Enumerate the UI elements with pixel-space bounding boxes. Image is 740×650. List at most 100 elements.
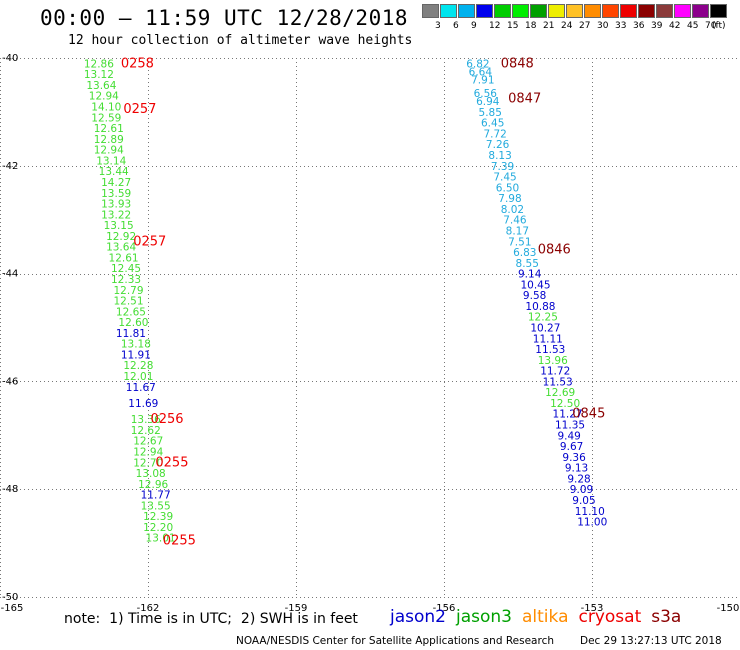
y-tick-label: -44	[2, 269, 18, 280]
wave-height-label: 11.53	[535, 344, 565, 356]
legend-label: 24	[561, 21, 573, 31]
wave-height-label: 13.93	[101, 199, 131, 211]
wave-height-label: 12.33	[111, 274, 141, 286]
legend-swatch	[548, 4, 565, 18]
wave-height-label: 13.59	[101, 188, 131, 200]
wave-height-label: 12.25	[528, 312, 558, 324]
legend-swatch	[458, 4, 475, 18]
wave-height-label: 9.14	[518, 269, 542, 281]
wave-height-label: 6.64	[469, 66, 493, 78]
y-tick-label: -48	[2, 484, 18, 495]
wave-height-label: 10.88	[525, 301, 555, 313]
time-label: 0846	[538, 242, 571, 257]
wave-height-label: 8.13	[488, 150, 511, 162]
wave-height-label: 13.22	[101, 209, 131, 221]
wave-height-label: 13.01	[146, 533, 176, 545]
time-label: 0848	[501, 56, 534, 71]
wave-height-label: 12.79	[113, 285, 143, 297]
wave-height-label: 12.20	[143, 522, 173, 534]
wave-height-label: 11.81	[116, 328, 146, 340]
wave-height-label: 9.58	[523, 290, 546, 302]
wave-height-label: 12.61	[94, 123, 124, 135]
x-tick-label: -153	[581, 603, 604, 614]
legend-swatch	[638, 4, 655, 18]
wave-height-label: 6.94	[476, 96, 500, 108]
legend-unit: (ft)	[712, 21, 726, 31]
wave-height-label: 13.18	[121, 339, 151, 351]
wave-height-label: 7.46	[503, 215, 527, 227]
satellite-jason3: jason3	[456, 607, 512, 627]
wave-height-label: 13.15	[104, 220, 134, 232]
wave-height-label: 13.64	[86, 80, 116, 92]
wave-height-label: 10.27	[530, 323, 560, 335]
wave-height-label: 7.98	[498, 193, 521, 205]
x-tick-label: -162	[137, 603, 160, 614]
wave-height-label: 12.62	[131, 425, 161, 437]
wave-height-label: 7.72	[483, 128, 506, 140]
wave-height-label: 12.65	[116, 306, 146, 318]
legend-swatch	[674, 4, 691, 18]
wave-height-label: 12.94	[94, 145, 124, 157]
wave-height-label: 12.60	[118, 317, 148, 329]
legend-label: 9	[471, 21, 477, 31]
legend-label: 21	[543, 21, 555, 31]
legend-label: 12	[489, 21, 501, 31]
wave-height-label: 12.61	[109, 252, 139, 264]
wave-height-label: 13.36	[131, 414, 161, 426]
satellite-legend: jason2 jason3 altika cryosat s3a	[390, 607, 691, 627]
wave-height-label: 11.35	[555, 420, 585, 432]
wave-height-label: 12.28	[123, 360, 153, 372]
legend-swatch	[476, 4, 493, 18]
legend-label: 18	[525, 21, 537, 31]
legend-swatch	[710, 4, 727, 18]
wave-height-label: 13.55	[141, 500, 171, 512]
legend-label: 3	[435, 21, 441, 31]
wave-height-label: 12.96	[138, 479, 168, 491]
wave-height-label: 11.53	[543, 376, 573, 388]
wave-height-label: 7.39	[491, 161, 514, 173]
legend-swatch	[620, 4, 637, 18]
wave-height-label: 13.08	[136, 468, 166, 480]
wave-height-label: 6.45	[481, 118, 504, 130]
wave-height-label: 12.01	[123, 371, 153, 383]
satellite-s3a: s3a	[651, 607, 682, 627]
wave-height-label: 9.09	[570, 484, 593, 496]
wave-height-label: 6.50	[496, 182, 519, 194]
y-tick-label: -50	[2, 592, 18, 603]
wave-height-label: 7.26	[486, 139, 510, 151]
time-label: 0257	[123, 102, 156, 117]
legend-label: 39	[651, 21, 663, 31]
wave-height-label: 12.94	[133, 446, 163, 458]
legend-label: 70	[705, 21, 717, 31]
credit-text: NOAA/NESDIS Center for Satellite Applica…	[236, 635, 554, 647]
legend-label: 33	[615, 21, 627, 31]
time-label: 0845	[572, 407, 605, 422]
time-label: 0255	[155, 455, 188, 470]
wave-height-label: 12.86	[84, 58, 114, 70]
wave-height-label: 6.82	[466, 58, 489, 70]
wave-height-label: 13.12	[84, 69, 114, 81]
legend-swatch	[422, 4, 439, 18]
wave-height-label: 9.36	[562, 452, 586, 464]
chart-subtitle: 12 hour collection of altimeter wave hei…	[68, 33, 413, 48]
x-tick-label: -165	[1, 603, 24, 614]
wave-height-label: 12.39	[143, 511, 173, 523]
legend-label: 45	[687, 21, 699, 31]
wave-height-label: 13.14	[96, 155, 126, 167]
wave-height-label: 7.91	[471, 75, 494, 87]
wave-height-label: 10.45	[520, 279, 550, 291]
wave-height-label: 13.44	[99, 166, 129, 178]
legend-swatch	[602, 4, 619, 18]
legend-swatch	[512, 4, 529, 18]
wave-height-label: 13.96	[538, 355, 568, 367]
wave-height-label: 12.59	[91, 112, 121, 124]
wave-height-label: 12.69	[545, 387, 575, 399]
wave-height-label: 12.67	[133, 436, 163, 448]
legend-swatch	[530, 4, 547, 18]
legend-label: 15	[507, 21, 519, 31]
wave-height-label: 9.28	[567, 473, 590, 485]
satellite-cryosat: cryosat	[578, 607, 642, 627]
satellite-altika: altika	[522, 607, 569, 627]
x-tick-label: -150	[717, 603, 740, 614]
